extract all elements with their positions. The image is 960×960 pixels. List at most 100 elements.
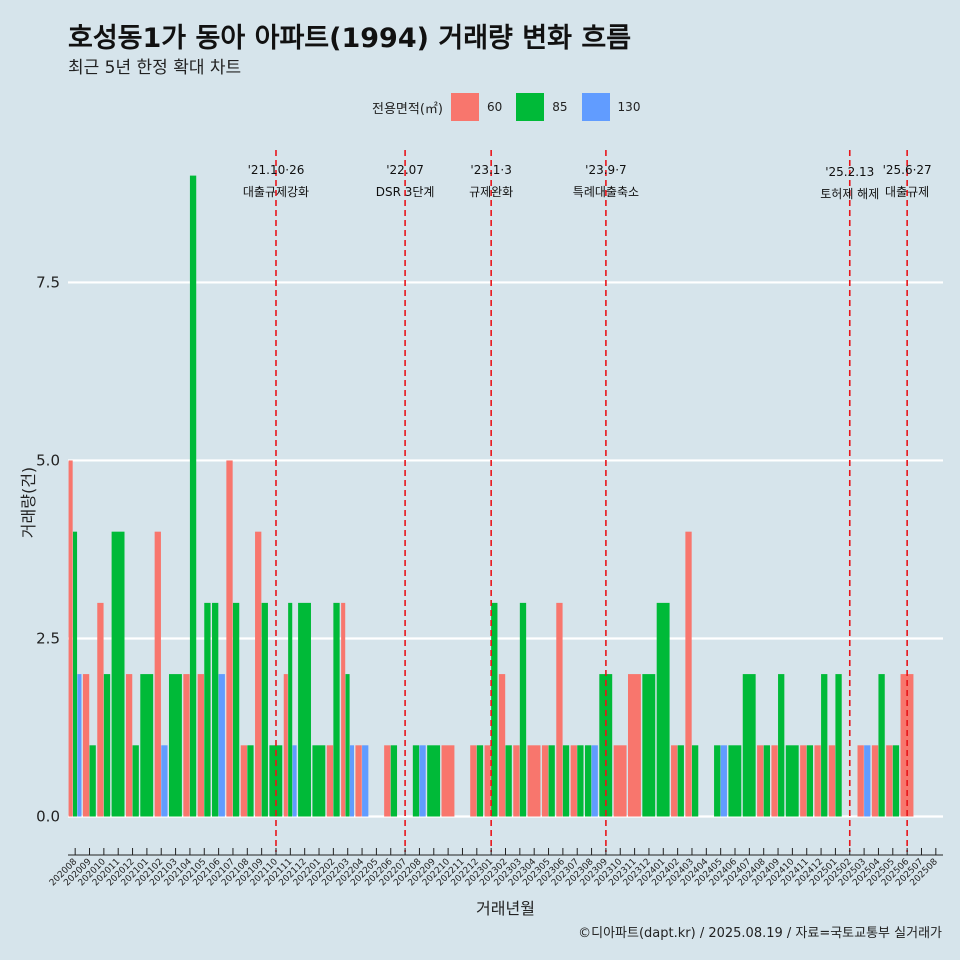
bar — [484, 745, 491, 817]
bar — [720, 745, 727, 817]
bar — [864, 745, 871, 817]
bar — [835, 674, 842, 817]
legend-key-130 — [581, 93, 610, 121]
bar — [498, 674, 506, 817]
event-label: 대출규제 — [885, 185, 929, 199]
x-axis-title: 거래년월 — [476, 899, 535, 918]
legend-key-60 — [450, 93, 479, 121]
bar — [103, 674, 111, 817]
source-caption: ©디아파트(dapt.kr) / 2025.08.19 / 자료=국토교통부 실… — [578, 926, 942, 941]
bar — [390, 745, 398, 817]
bar — [505, 745, 512, 817]
bar — [247, 745, 254, 817]
bar — [441, 745, 455, 817]
bar — [470, 745, 477, 817]
bar — [763, 745, 770, 817]
bar — [691, 745, 699, 817]
bar — [326, 745, 334, 817]
legend-item-85: 85 — [516, 93, 575, 121]
bar — [677, 745, 684, 817]
bar — [226, 460, 233, 817]
event-label: DSR 3단계 — [376, 185, 435, 199]
event-date: '25.2.13 — [825, 165, 874, 179]
bar — [68, 460, 73, 817]
bar — [161, 745, 168, 817]
bar — [154, 531, 161, 817]
bar — [886, 745, 893, 817]
bar — [218, 674, 225, 817]
bar — [125, 674, 133, 817]
bar — [871, 745, 879, 817]
bar — [771, 745, 778, 817]
bar — [349, 745, 355, 817]
bar — [548, 745, 555, 817]
bar — [577, 745, 584, 817]
legend-label-130: 130 — [617, 100, 641, 114]
bar — [283, 674, 288, 817]
bar — [656, 602, 670, 817]
bar — [728, 745, 742, 817]
bar — [197, 674, 204, 817]
event-label: 토허제 해제 — [820, 187, 879, 201]
legend-title: 전용면적(㎡) — [372, 101, 443, 117]
bar — [714, 745, 721, 817]
bar — [261, 602, 268, 817]
event-date: '22.07 — [386, 163, 424, 177]
chart-subtitle: 최근 5년 한정 확대 차트 — [68, 58, 242, 78]
bar — [757, 745, 764, 817]
bar — [742, 674, 756, 817]
bar — [584, 745, 592, 817]
bar — [671, 745, 678, 817]
bar — [878, 674, 885, 817]
bar — [513, 745, 520, 817]
bar — [785, 745, 799, 817]
bar — [240, 745, 248, 817]
bar — [613, 745, 627, 817]
bar — [312, 745, 326, 817]
y-tick-label: 7.5 — [36, 273, 60, 291]
bar — [232, 602, 240, 817]
bar — [89, 745, 96, 817]
bar — [828, 745, 836, 817]
bar — [82, 674, 90, 817]
bar — [800, 745, 807, 817]
legend-item-60: 60 — [450, 93, 510, 121]
event-label: 대출규제강화 — [243, 185, 309, 199]
bar — [427, 745, 441, 817]
chart-title: 호성동1가 동아 아파트(1994) 거래량 변화 흐름 — [68, 23, 632, 54]
bar — [140, 674, 154, 817]
bar — [292, 745, 297, 817]
bar — [892, 745, 900, 817]
bar — [541, 745, 549, 817]
event-date: '25.6·27 — [883, 163, 932, 177]
bar — [189, 175, 197, 817]
bar — [183, 674, 190, 817]
y-tick-label: 2.5 — [36, 629, 60, 647]
bar — [519, 602, 527, 817]
bar — [362, 745, 369, 817]
bars-layer — [68, 175, 914, 817]
legend-label-60: 60 — [486, 100, 503, 114]
bar — [77, 674, 82, 817]
bar — [412, 745, 420, 817]
event-label: 규제완화 — [469, 185, 513, 199]
legend: 전용면적(㎡) 60 85 130 — [372, 93, 654, 121]
bar — [806, 745, 814, 817]
bar — [491, 602, 498, 817]
event-date: '21.10·26 — [248, 163, 305, 177]
bar — [212, 602, 219, 817]
bar — [778, 674, 785, 817]
bar — [111, 531, 125, 817]
y-axis-title: 거래량(건) — [19, 467, 38, 538]
bar — [298, 602, 311, 817]
bar — [562, 745, 570, 817]
bar — [384, 745, 391, 817]
bar — [341, 602, 346, 817]
event-lines-layer: '21.10·26 대출규제강화 '22.07 DSR 3단계 '23.1·3 규제완화 '… — [243, 150, 932, 852]
bar — [419, 745, 426, 817]
bar — [591, 745, 598, 817]
legend-key-85 — [516, 93, 545, 121]
x-axis: 2020082020092020102020112020122021012021… — [48, 848, 943, 888]
bar — [333, 602, 340, 817]
